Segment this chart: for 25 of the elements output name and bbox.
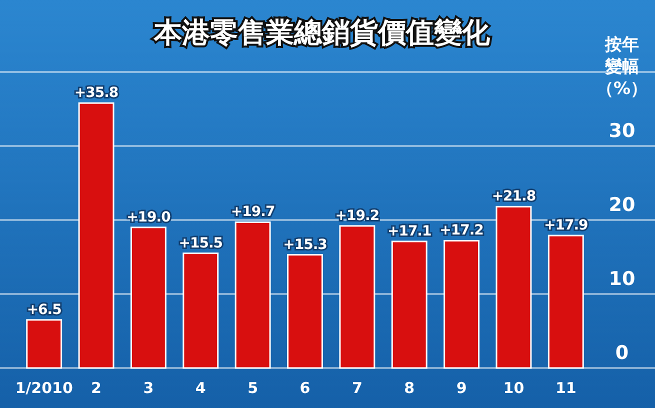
y-tick-label: 0	[615, 342, 629, 364]
data-label: +21.8	[492, 188, 536, 205]
x-tick-label: 5	[248, 379, 258, 397]
x-tick-label: 2	[91, 379, 102, 397]
data-label: +19.7	[230, 204, 275, 220]
x-tick-label: 6	[300, 379, 310, 397]
x-tick-label: 3	[143, 379, 154, 397]
x-tick-label: 11	[555, 379, 576, 397]
data-label: +6.5	[26, 302, 62, 318]
data-label: +15.3	[283, 236, 327, 253]
x-tick-label: 7	[352, 379, 362, 397]
y-tick-label: 20	[608, 194, 636, 216]
data-label: +35.8	[74, 85, 118, 102]
y-tick-label: 10	[608, 268, 636, 290]
y-tick-label: 30	[608, 120, 636, 142]
data-label: +17.1	[387, 223, 432, 240]
x-tick-label: 10	[503, 379, 524, 397]
x-tick-label: 9	[456, 379, 467, 397]
data-label: +17.2	[440, 222, 484, 239]
data-label: +17.9	[544, 218, 588, 234]
x-tick-label: 4	[195, 379, 206, 397]
x-tick-label: 8	[404, 379, 415, 397]
chart-title: 本港零售業總銷貨價值變化	[153, 16, 491, 49]
x-tick-label: 1/2010	[15, 379, 73, 397]
data-label: +15.5	[178, 235, 223, 252]
